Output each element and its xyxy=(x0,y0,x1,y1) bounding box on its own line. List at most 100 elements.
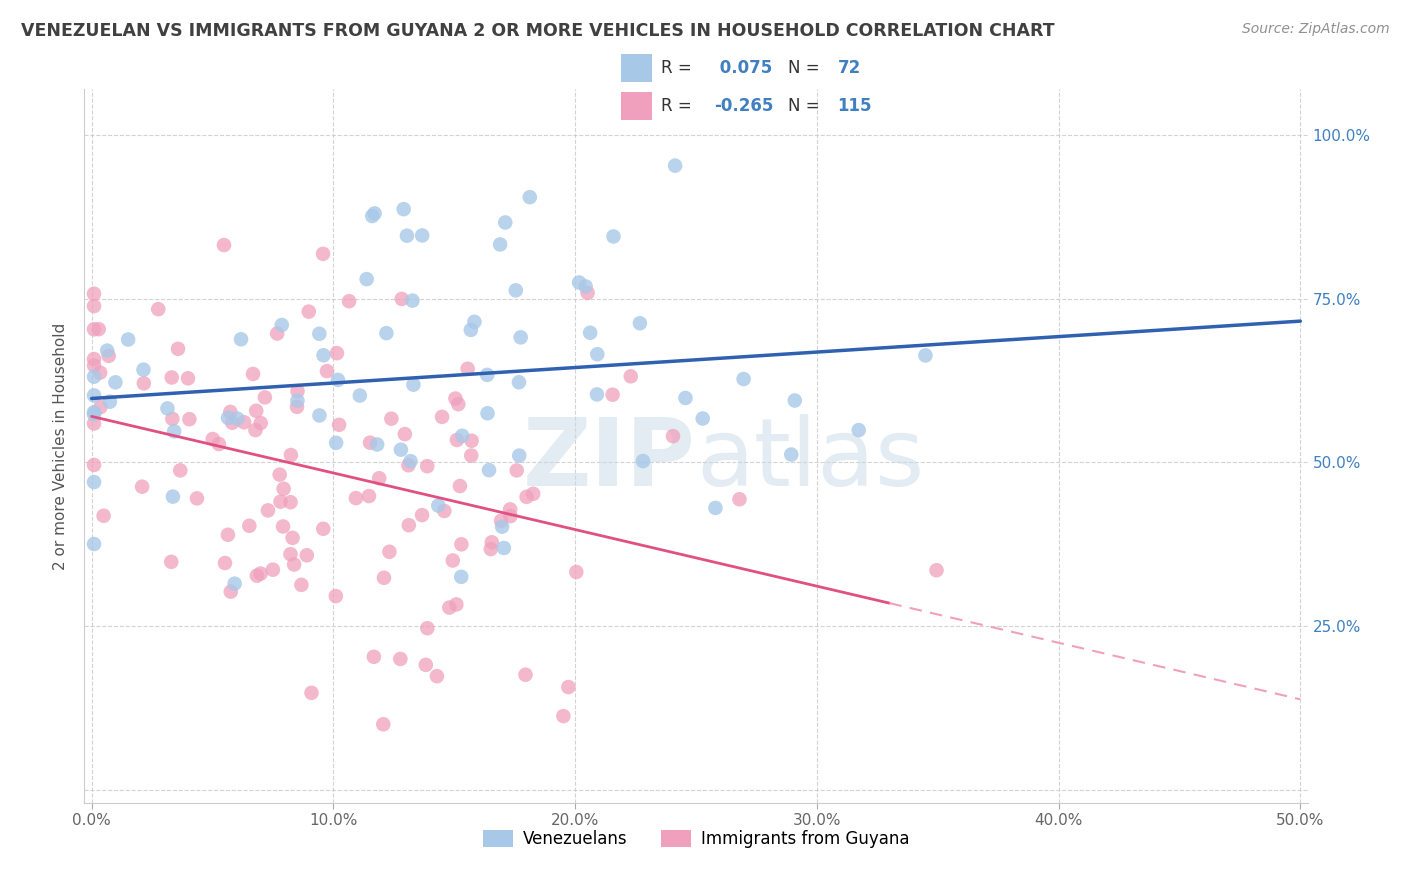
Text: -0.265: -0.265 xyxy=(714,97,773,115)
Point xyxy=(221,416,243,430)
Point xyxy=(312,348,335,362)
Point xyxy=(344,491,367,505)
Point xyxy=(229,332,252,346)
Point xyxy=(515,667,537,681)
Point xyxy=(602,229,624,244)
Point xyxy=(914,348,936,362)
Point xyxy=(98,394,121,409)
Point xyxy=(208,437,231,451)
Point xyxy=(312,522,335,536)
Point xyxy=(704,500,727,515)
Point xyxy=(402,377,425,392)
Point xyxy=(392,202,415,216)
Point xyxy=(356,272,378,286)
Point xyxy=(492,541,515,555)
Point xyxy=(308,409,330,423)
Point xyxy=(269,467,291,482)
Point xyxy=(226,411,249,425)
Point xyxy=(457,361,479,376)
Point xyxy=(167,342,190,356)
Point xyxy=(312,247,335,261)
Point xyxy=(162,411,184,425)
Point xyxy=(219,405,242,419)
Point xyxy=(83,369,105,384)
Point xyxy=(733,372,755,386)
Point xyxy=(245,403,267,417)
Point xyxy=(477,406,499,420)
Point xyxy=(389,652,412,666)
Point xyxy=(391,292,413,306)
Point xyxy=(316,364,339,378)
Text: 0.075: 0.075 xyxy=(714,59,772,77)
Y-axis label: 2 or more Vehicles in Household: 2 or more Vehicles in Household xyxy=(53,322,69,570)
Point xyxy=(83,286,105,301)
Point xyxy=(446,598,468,612)
Point xyxy=(257,503,280,517)
Point xyxy=(283,558,305,572)
Point xyxy=(83,458,105,472)
Point xyxy=(451,429,474,443)
Point xyxy=(398,518,420,533)
Point xyxy=(575,279,598,293)
Point xyxy=(131,480,153,494)
Point xyxy=(246,568,269,582)
Point xyxy=(357,489,380,503)
Point xyxy=(494,215,516,229)
Point xyxy=(499,502,522,516)
Point xyxy=(509,330,531,344)
Point xyxy=(675,391,697,405)
Point xyxy=(271,519,294,533)
Point xyxy=(83,352,105,367)
Point xyxy=(450,570,472,584)
Point xyxy=(285,400,308,414)
Point xyxy=(449,479,471,493)
Point xyxy=(662,429,685,443)
Point xyxy=(463,315,485,329)
Point xyxy=(83,537,105,551)
Point xyxy=(489,237,512,252)
Point xyxy=(586,387,609,401)
Text: Source: ZipAtlas.com: Source: ZipAtlas.com xyxy=(1241,22,1389,37)
Point xyxy=(522,487,544,501)
Point xyxy=(245,423,267,437)
Point xyxy=(266,326,288,341)
Point xyxy=(519,190,541,204)
Point xyxy=(430,409,453,424)
Point xyxy=(366,437,388,451)
Point xyxy=(361,209,384,223)
Point xyxy=(363,206,385,220)
Point xyxy=(477,368,499,382)
Point xyxy=(447,397,470,411)
Point xyxy=(780,448,803,462)
Point xyxy=(87,322,110,336)
Text: ZIP: ZIP xyxy=(523,414,696,507)
Point xyxy=(290,578,312,592)
Point xyxy=(249,566,271,581)
Point xyxy=(396,458,419,473)
Text: atlas: atlas xyxy=(696,414,924,507)
Point xyxy=(444,392,467,406)
Point xyxy=(565,565,588,579)
Point xyxy=(156,401,179,416)
Text: 72: 72 xyxy=(838,59,860,77)
Point xyxy=(326,346,349,360)
Point xyxy=(217,528,239,542)
Point xyxy=(242,367,264,381)
Point xyxy=(415,657,437,672)
Point xyxy=(848,423,870,437)
Point xyxy=(160,555,183,569)
Point xyxy=(117,333,139,347)
Point xyxy=(83,417,105,431)
Point xyxy=(273,482,295,496)
Point xyxy=(576,285,599,300)
Point xyxy=(380,411,402,425)
Point xyxy=(349,388,371,402)
Point xyxy=(160,370,183,384)
Point xyxy=(280,547,302,561)
Point xyxy=(557,680,579,694)
Point xyxy=(148,302,170,317)
Point xyxy=(270,318,292,332)
Point xyxy=(89,366,111,380)
Point xyxy=(620,369,643,384)
Point xyxy=(97,349,120,363)
